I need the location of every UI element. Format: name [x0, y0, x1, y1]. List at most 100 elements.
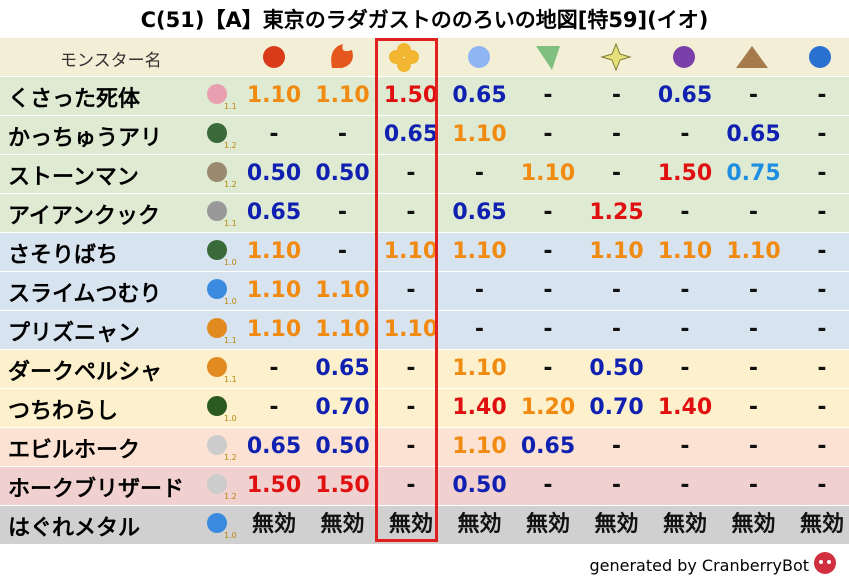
value-cell: 1.10 [520, 161, 576, 186]
value-cell: - [611, 473, 622, 498]
value-cell: - [611, 434, 622, 459]
value-cell: - [474, 161, 485, 186]
monster-level: 1.0 [224, 414, 237, 423]
value-cell: 1.10 [246, 278, 302, 303]
value-cell: - [817, 395, 827, 420]
value-cell: 0.65 [520, 434, 576, 459]
value-cell: - [680, 356, 690, 381]
value-cell: - [748, 200, 759, 225]
monster-name: ダークペルシャ [8, 360, 163, 385]
value-cell: - [680, 473, 690, 498]
value-cell: 0.65 [657, 83, 713, 108]
value-cell: - [680, 434, 690, 459]
monster-icon [207, 279, 227, 299]
value-cell: - [817, 356, 827, 381]
value-cell: 1.10 [315, 317, 370, 342]
value-cell: 1.10 [246, 83, 302, 108]
value-cell: - [680, 200, 690, 225]
monster-name: エビルホーク [8, 438, 141, 463]
value-cell: - [543, 239, 553, 264]
value-cell: - [406, 200, 416, 225]
monster-name: かっちゅうアリ [8, 126, 163, 151]
value-cell: 1.50 [315, 473, 370, 498]
value-cell: 1.25 [589, 200, 644, 225]
value-cell: - [748, 317, 759, 342]
monster-icon [207, 435, 227, 455]
value-cell: - [680, 122, 690, 147]
value-cell: - [269, 395, 279, 420]
value-cell: - [748, 395, 759, 420]
table-row: さそりばち 1.0 1.10 - 1.10 1.10 - 1.10 1.10 1.10 - [0, 233, 849, 272]
value-cell: 1.50 [246, 473, 302, 498]
title: C(51)【A】東京のラダガストののろいの地図[特59](イオ) [140, 8, 709, 32]
value-cell: - [748, 434, 759, 459]
monster-level: 1.0 [224, 258, 237, 267]
value-cell: 無効 [594, 512, 639, 537]
table-row: ストーンマン 1.2 0.50 0.50 - - 1.10 - 1.50 0.75 - [0, 155, 849, 194]
value-cell: - [406, 161, 416, 186]
value-cell: - [611, 278, 622, 303]
table-row: スライムつむり 1.0 1.10 1.10 - - - - - - - [0, 272, 849, 311]
value-cell: - [543, 278, 553, 303]
value-cell: - [406, 278, 416, 303]
value-cell: 0.65 [246, 434, 302, 459]
value-cell: - [406, 473, 416, 498]
value-cell: - [817, 434, 827, 459]
value-cell: 0.65 [383, 122, 439, 147]
monster-name: スライムつむり [8, 282, 162, 307]
value-cell: 1.10 [452, 356, 507, 381]
monster-name: プリズニャン [8, 321, 141, 346]
value-cell: 1.50 [657, 161, 713, 186]
value-cell: 1.40 [452, 395, 507, 420]
value-cell: - [337, 239, 348, 264]
value-cell: - [817, 83, 827, 108]
value-cell: - [817, 278, 827, 303]
value-cell: - [748, 83, 759, 108]
value-cell: - [611, 83, 622, 108]
table-row: アイアンクック 1.1 0.65 - - 0.65 - 1.25 - - - [0, 194, 849, 233]
value-cell: 1.10 [246, 317, 302, 342]
value-cell: 0.50 [589, 356, 644, 381]
footer: generated by CranberryBot [589, 556, 809, 575]
monster-icon [207, 240, 227, 260]
monster-icon [207, 162, 227, 182]
monster-icon [207, 357, 227, 377]
monster-name: ホークブリザード [8, 477, 185, 502]
value-cell: - [748, 278, 759, 303]
value-cell: 1.10 [726, 239, 781, 264]
table-row: プリズニャン 1.1 1.10 1.10 1.10 - - - - - - [0, 311, 849, 350]
monster-icon [207, 513, 227, 533]
monster-level: 1.0 [224, 297, 237, 306]
value-cell: 0.70 [589, 395, 644, 420]
table-row: ホークブリザード 1.2 1.50 1.50 - 0.50 - - - - - [0, 467, 849, 506]
monster-icon [207, 123, 227, 143]
value-cell: - [269, 122, 279, 147]
monster-level: 1.1 [224, 375, 237, 384]
table-row: ダークペルシャ 1.1 - 0.65 - 1.10 - 0.50 - - - [0, 350, 849, 389]
monster-level: 1.1 [224, 219, 237, 228]
value-cell: 1.10 [383, 239, 439, 264]
value-cell: 無効 [251, 512, 296, 537]
value-cell: - [611, 161, 622, 186]
value-cell: 1.10 [657, 239, 713, 264]
value-cell: - [474, 317, 485, 342]
monster-name: はぐれメタル [8, 516, 141, 541]
value-cell: 1.10 [452, 239, 507, 264]
value-cell: - [611, 317, 622, 342]
value-cell: - [543, 83, 553, 108]
value-cell: - [543, 473, 553, 498]
monster-level: 1.2 [224, 492, 237, 501]
value-cell: 1.10 [246, 239, 302, 264]
value-cell: - [543, 200, 553, 225]
value-cell: - [817, 122, 827, 147]
table-row: くさった死体 1.1 1.10 1.10 1.50 0.65 - - 0.65 - - [0, 77, 849, 116]
value-cell: 0.75 [726, 161, 781, 186]
value-cell: - [543, 122, 553, 147]
monster-level: 1.1 [224, 102, 237, 111]
element-icons [263, 42, 831, 72]
table-row: つちわらし 1.0 - 0.70 - 1.40 1.20 0.70 1.40 - - [0, 389, 849, 428]
value-cell: - [406, 395, 416, 420]
monster-icon [207, 396, 227, 416]
table-row: エビルホーク 1.2 0.65 0.50 - 1.10 0.65 - - - - [0, 428, 849, 467]
value-cell: - [817, 317, 827, 342]
